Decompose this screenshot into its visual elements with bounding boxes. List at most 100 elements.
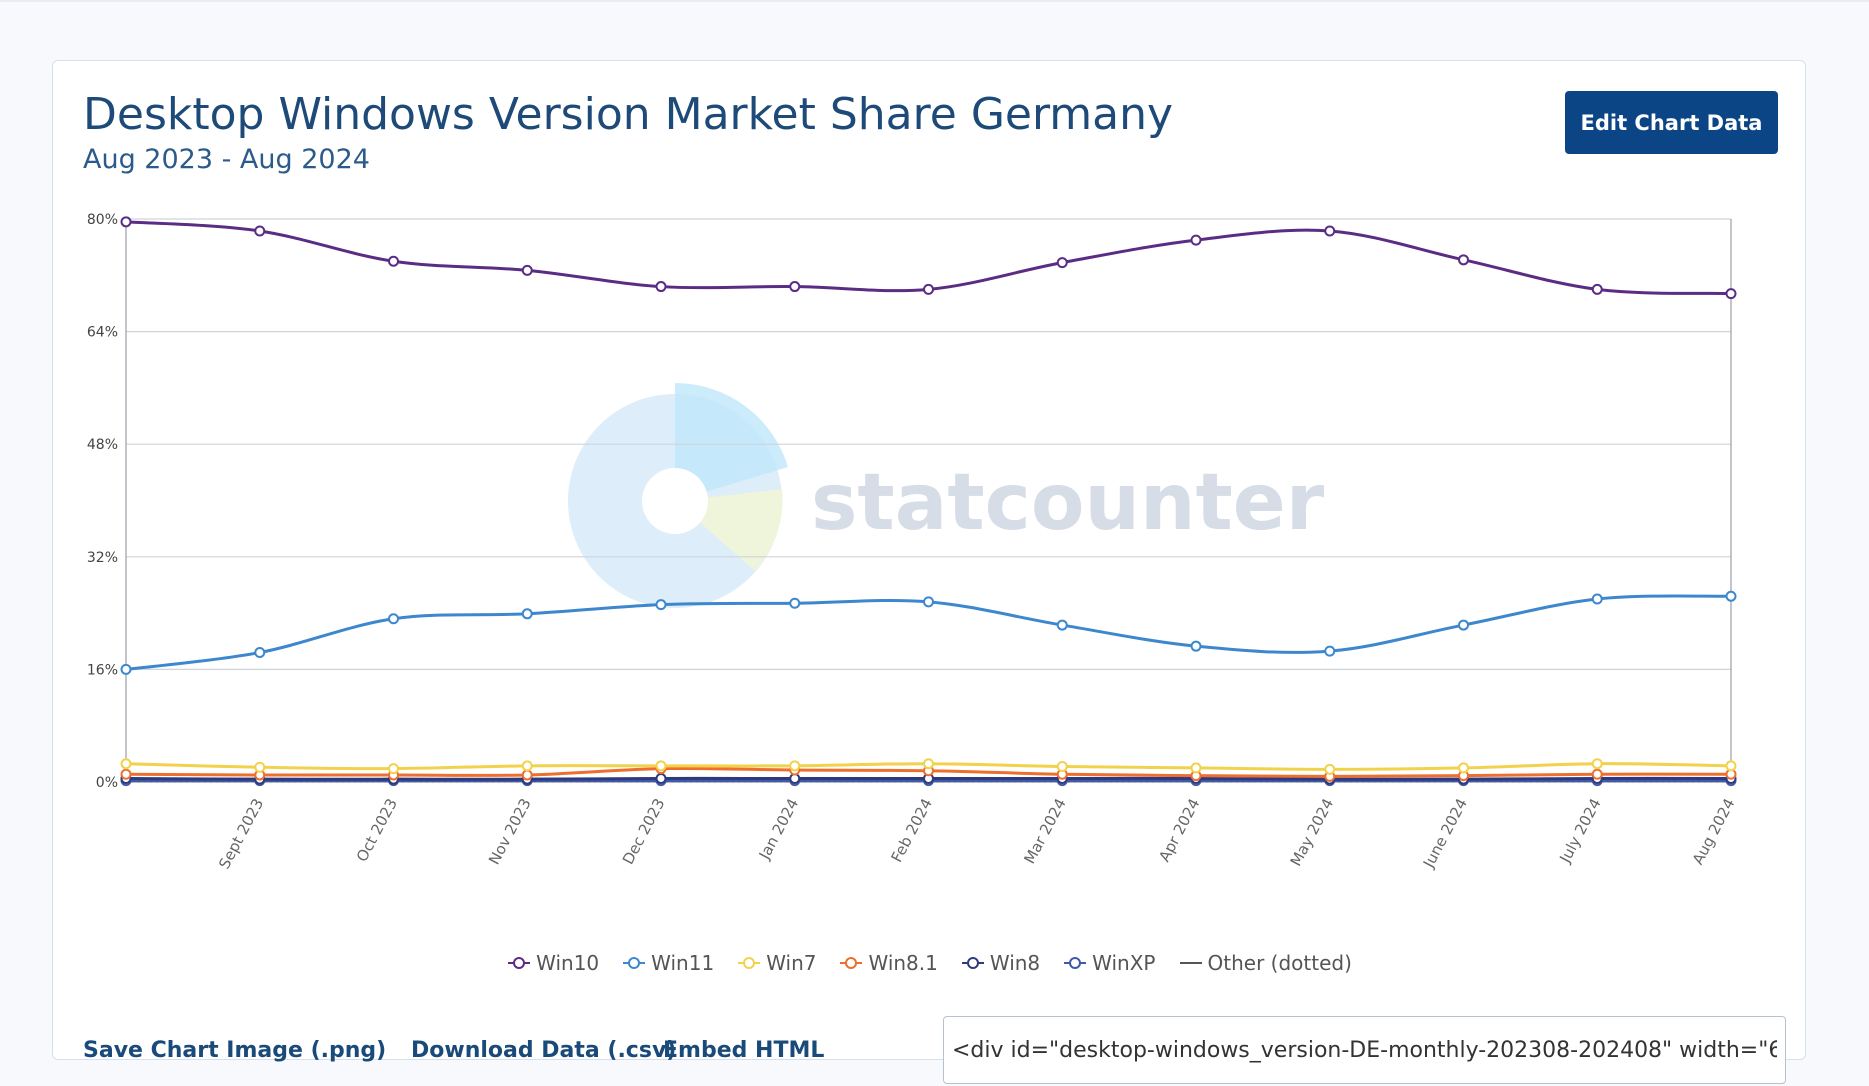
statcounter-watermark: statcounter	[568, 383, 1325, 608]
circle-marker-icon	[508, 957, 531, 969]
x-tick-label: Feb 2024	[888, 795, 937, 865]
data-point	[1056, 257, 1068, 269]
chart-series	[120, 216, 1737, 787]
legend-label: Other (dotted)	[1207, 951, 1352, 975]
data-point	[655, 760, 667, 772]
chart-card: Desktop Windows Version Market Share Ger…	[52, 60, 1807, 1084]
data-point	[120, 216, 132, 228]
data-point	[1190, 234, 1202, 246]
line-chart: statcounter 0% 16% 32% 48% 64% 80% Sept 2023 O…	[87, 212, 1739, 872]
legend-item-win8-1[interactable]: Win8.1	[840, 951, 938, 975]
legend-item-win8[interactable]: Win8	[961, 951, 1041, 975]
x-tick-label: May 2024	[1287, 795, 1338, 869]
data-point	[388, 763, 399, 775]
circle-marker-icon	[623, 957, 646, 969]
circle-marker-icon	[840, 957, 863, 969]
data-point	[1324, 225, 1336, 237]
legend-item-other-dotted-[interactable]: Other (dotted)	[1179, 951, 1352, 975]
data-point	[1591, 283, 1603, 295]
legend-label: Win8.1	[868, 951, 938, 975]
data-point	[521, 769, 533, 781]
circle-marker-icon	[1064, 957, 1087, 969]
data-point	[655, 772, 667, 784]
x-tick-label: Aug 2024	[1689, 795, 1739, 867]
data-point	[1056, 619, 1068, 631]
data-point	[388, 255, 399, 267]
data-point	[254, 761, 266, 773]
y-tick-label: 32%	[87, 550, 118, 566]
series-win7	[120, 758, 1737, 775]
series-win11	[120, 590, 1737, 675]
circle-marker-icon	[738, 957, 761, 969]
chart-date-range: Aug 2023 - Aug 2024	[83, 144, 370, 175]
embed-code-input[interactable]	[943, 1016, 1786, 1084]
y-tick-label: 80%	[87, 212, 118, 228]
legend-item-win7[interactable]: Win7	[738, 951, 816, 975]
legend-item-win10[interactable]: Win10	[508, 951, 599, 975]
data-point	[521, 760, 533, 772]
data-point	[1725, 590, 1737, 602]
circle-marker-icon	[961, 957, 984, 969]
data-point	[923, 596, 934, 608]
chart-title: Desktop Windows Version Market Share Ger…	[83, 89, 1174, 140]
data-point	[1056, 761, 1068, 773]
x-tick-label: July 2024	[1556, 795, 1605, 866]
legend-label: Win10	[536, 951, 600, 975]
line-icon	[1179, 962, 1202, 964]
x-tick-label: Nov 2023	[485, 795, 535, 867]
data-point	[1324, 645, 1336, 657]
chart-actions: Save Chart Image (.png) Download Data (.…	[83, 1016, 1786, 1086]
embed-html-link[interactable]: Embed HTML	[663, 1038, 825, 1063]
data-point	[1190, 762, 1202, 774]
data-point	[254, 225, 266, 237]
data-point	[1725, 288, 1737, 300]
data-point	[1458, 762, 1469, 774]
x-tick-label: Jan 2024	[755, 795, 802, 863]
edit-chart-data-button[interactable]: Edit Chart Data	[1565, 91, 1778, 154]
series-win10	[120, 216, 1737, 300]
data-point	[789, 760, 801, 772]
save-chart-image-link[interactable]: Save Chart Image (.png)	[83, 1038, 387, 1063]
x-tick-label: Oct 2023	[353, 795, 401, 864]
x-tick-label: Mar 2024	[1020, 795, 1069, 866]
data-point	[254, 647, 266, 659]
data-point	[789, 281, 801, 293]
data-point	[923, 283, 934, 295]
data-point	[1725, 760, 1737, 772]
data-point	[1591, 768, 1603, 780]
data-point	[1458, 254, 1469, 266]
x-tick-label: Apr 2024	[1155, 795, 1203, 864]
watermark-logo-hole	[642, 468, 708, 534]
chart-legend: Win10 Win11 Win7 Win8.1 Win8 WinXP Other (dott…	[53, 951, 1807, 975]
watermark-text: statcounter	[811, 458, 1325, 548]
x-tick-label: Sept 2023	[215, 795, 267, 872]
data-point	[388, 613, 399, 625]
series-line	[125, 220, 1732, 296]
legend-label: Win11	[651, 951, 715, 975]
data-point	[1190, 640, 1202, 652]
data-point	[1458, 619, 1469, 631]
data-point	[521, 264, 533, 276]
download-data-link[interactable]: Download Data (.csv)	[411, 1038, 677, 1063]
legend-label: Win8	[989, 951, 1041, 975]
data-point	[1324, 763, 1336, 775]
watermark-logo-slice	[675, 383, 788, 501]
top-divider	[0, 0, 1869, 2]
data-point	[1591, 593, 1603, 605]
x-tick-label: Dec 2023	[619, 795, 669, 867]
x-tick-label: June 2024	[1419, 795, 1471, 871]
legend-item-winxp[interactable]: WinXP	[1064, 951, 1156, 975]
data-point	[1591, 758, 1603, 770]
data-point	[120, 768, 132, 780]
y-tick-label: 48%	[87, 437, 118, 453]
data-point	[120, 758, 132, 770]
data-point	[923, 758, 934, 770]
legend-label: WinXP	[1092, 951, 1156, 975]
series-win8-1	[120, 763, 1737, 782]
y-tick-label: 0%	[96, 775, 118, 791]
chart-axes: Sept 2023 Oct 2023 Nov 2023 Dec 2023 Jan 202…	[215, 795, 1738, 872]
data-point	[789, 597, 801, 609]
legend-item-win11[interactable]: Win11	[623, 951, 714, 975]
data-point	[521, 608, 533, 620]
y-tick-label: 16%	[87, 662, 118, 678]
